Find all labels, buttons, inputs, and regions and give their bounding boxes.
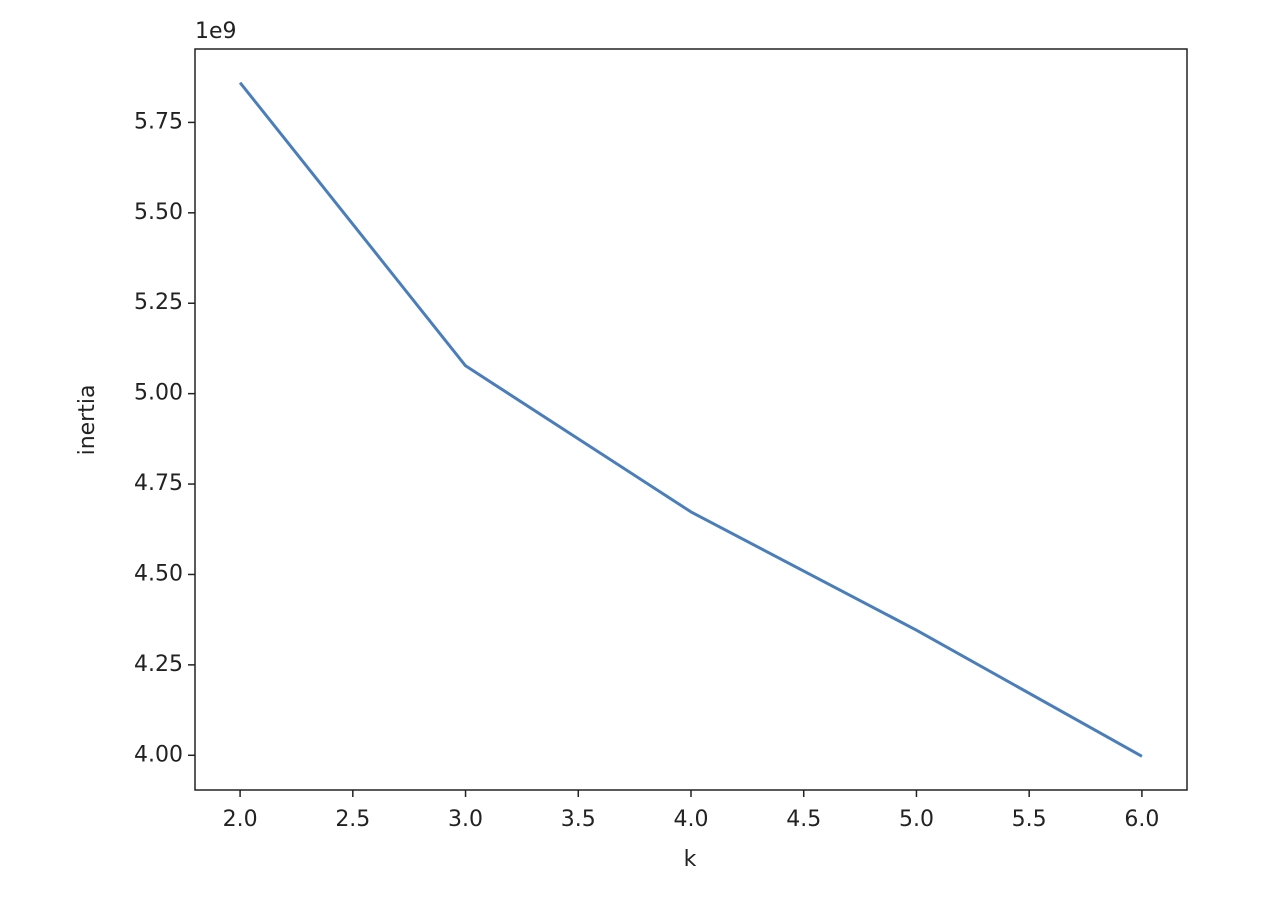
y-tick-label: 5.50	[134, 200, 183, 225]
y-axis-label: inertia	[75, 385, 100, 456]
x-tick-label: 5.0	[899, 807, 934, 832]
x-tick-label: 4.0	[674, 807, 709, 832]
data-line	[238, 81, 1143, 758]
x-tick-label: 5.5	[1012, 807, 1047, 832]
x-tick-label: 4.5	[786, 807, 821, 832]
y-tick-label: 4.00	[134, 742, 183, 767]
y-tick-label: 4.75	[134, 471, 183, 496]
x-tick-label: 2.0	[223, 807, 258, 832]
x-tick-label: 3.0	[448, 807, 483, 832]
y-tick-label: 5.75	[134, 109, 183, 134]
y-tick-label: 4.25	[134, 652, 183, 677]
axes-frame	[194, 48, 1188, 791]
x-axis-label: k	[684, 847, 697, 872]
x-tick-label: 2.5	[335, 807, 370, 832]
y-tick-label: 4.50	[134, 561, 183, 586]
y-offset-text: 1e9	[195, 19, 237, 44]
x-tick-label: 3.5	[561, 807, 596, 832]
y-tick-label: 5.25	[134, 290, 183, 315]
y-tick-label: 5.00	[134, 381, 183, 406]
x-tick-label: 6.0	[1124, 807, 1159, 832]
